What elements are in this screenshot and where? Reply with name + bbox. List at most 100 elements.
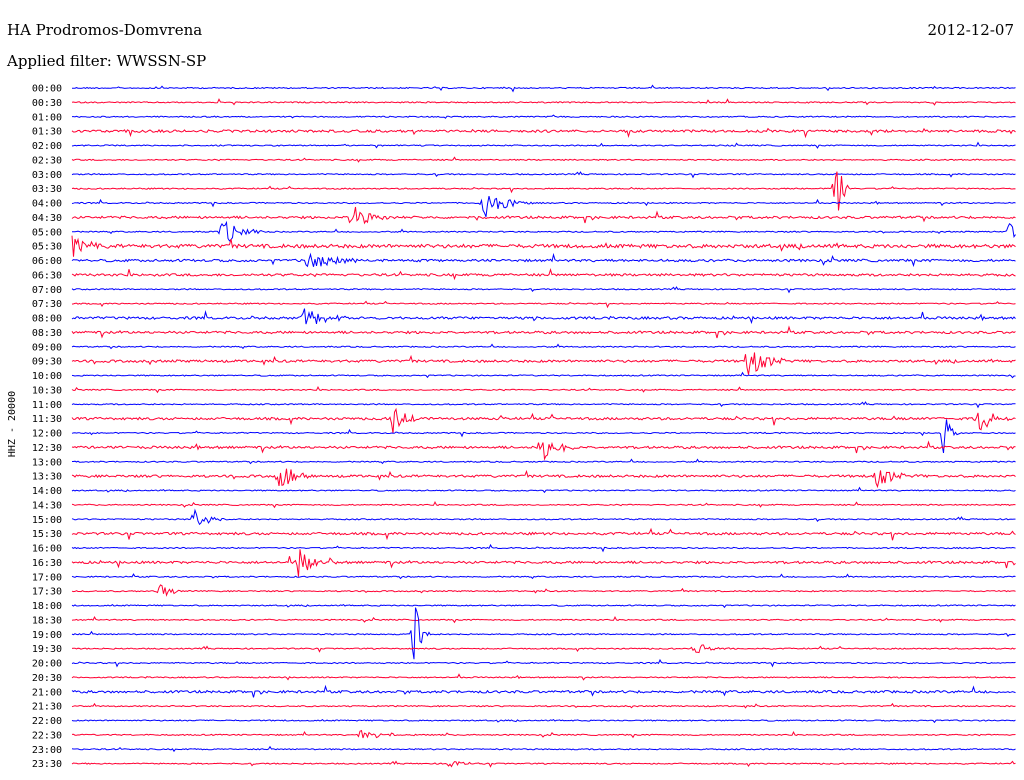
trace-line-0600 — [71, 252, 1016, 268]
time-tick-label: 14:30 — [32, 500, 62, 511]
time-tick-label: 04:30 — [32, 213, 62, 224]
time-tick-label: 22:30 — [32, 730, 62, 741]
trace-line-0630 — [71, 267, 1016, 281]
date-label: 2012-12-07 — [927, 21, 1014, 39]
trace-line-0930 — [71, 352, 1016, 375]
trace-line-1430 — [71, 500, 1016, 509]
time-tick-label: 08:00 — [32, 314, 62, 325]
filter-label: Applied filter: WWSSN-SP — [7, 52, 207, 70]
time-tick-label: 00:00 — [32, 84, 62, 95]
trace-line-0400 — [71, 195, 1016, 217]
time-tick-label: 10:30 — [32, 385, 62, 396]
trace-line-1300 — [72, 458, 1016, 465]
trace-line-0530 — [71, 235, 1016, 257]
trace-line-2230 — [71, 729, 1016, 739]
time-tick-label: 22:00 — [32, 716, 62, 727]
time-tick-label: 03:30 — [32, 184, 62, 195]
time-tick-label: 18:30 — [32, 615, 62, 626]
trace-line-1400 — [71, 486, 1016, 494]
trace-line-0830 — [71, 325, 1016, 339]
trace-line-1030 — [71, 385, 1016, 394]
time-tick-label: 09:00 — [32, 342, 62, 353]
trace-line-1900 — [71, 607, 1016, 660]
time-tick-label: 00:30 — [32, 98, 62, 109]
time-tick-label: 15:00 — [32, 515, 62, 526]
trace-line-1800 — [71, 603, 1016, 609]
time-tick-label: 13:00 — [32, 457, 62, 468]
trace-line-2030 — [71, 673, 1016, 681]
trace-line-2200 — [71, 718, 1016, 724]
trace-line-1130 — [71, 407, 1016, 434]
trace-line-1000 — [71, 371, 1016, 379]
time-tick-label: 12:30 — [32, 443, 62, 454]
trace-line-2300 — [71, 745, 1016, 753]
time-tick-label: 09:30 — [32, 357, 62, 368]
trace-line-0030 — [71, 98, 1016, 106]
time-tick-label: 23:00 — [32, 745, 62, 756]
time-tick-label: 11:30 — [32, 414, 62, 425]
trace-line-0230 — [71, 156, 1016, 163]
channel-label: HHZ - 20000 — [7, 391, 18, 457]
time-tick-label: 14:00 — [32, 486, 62, 497]
time-tick-label: 18:00 — [32, 601, 62, 612]
trace-line-2000 — [71, 658, 1016, 668]
trace-line-1730 — [71, 584, 1016, 597]
time-tick-label: 17:30 — [32, 587, 62, 598]
time-tick-label: 06:30 — [32, 270, 62, 281]
time-tick-label: 16:30 — [32, 558, 62, 569]
trace-line-0200 — [71, 141, 1016, 149]
trace-line-0100 — [72, 114, 1016, 119]
time-tick-label: 19:30 — [32, 644, 62, 655]
trace-group — [71, 84, 1016, 768]
time-tick-label: 19:00 — [32, 630, 62, 641]
time-tick-label: 01:30 — [32, 127, 62, 138]
trace-line-0900 — [71, 343, 1016, 350]
time-tick-label: 07:30 — [32, 299, 62, 310]
trace-line-0700 — [71, 286, 1016, 294]
time-tick-label: 02:30 — [32, 155, 62, 166]
time-tick-label: 10:00 — [32, 371, 62, 382]
trace-line-0430 — [71, 206, 1016, 225]
trace-line-1700 — [71, 573, 1016, 580]
trace-line-1630 — [71, 549, 1016, 577]
time-tick-label: 13:30 — [32, 472, 62, 483]
time-tick-label: 03:00 — [32, 170, 62, 181]
time-label-group: 00:00 00:30 01:00 01:30 02:00 02:30 03:00 03:30… — [32, 84, 62, 771]
trace-line-1200 — [71, 419, 1016, 453]
time-tick-label: 02:00 — [32, 141, 62, 152]
trace-line-1600 — [71, 543, 1016, 553]
time-tick-label: 05:30 — [32, 242, 62, 253]
trace-line-0000 — [72, 84, 1016, 93]
trace-line-1230 — [71, 440, 1016, 461]
trace-line-1330 — [71, 468, 1016, 489]
time-tick-label: 06:00 — [32, 256, 62, 267]
time-tick-label: 12:00 — [32, 429, 62, 440]
trace-line-2100 — [71, 684, 1016, 698]
trace-line-0730 — [71, 300, 1016, 309]
time-tick-label: 16:00 — [32, 544, 62, 555]
trace-line-0300 — [71, 171, 1016, 179]
time-tick-label: 15:30 — [32, 529, 62, 540]
time-tick-label: 01:00 — [32, 112, 62, 123]
trace-line-0330 — [71, 171, 1016, 211]
trace-line-1500 — [71, 508, 1016, 526]
time-tick-label: 05:00 — [32, 227, 62, 238]
trace-line-1100 — [71, 401, 1016, 409]
trace-line-2330 — [71, 760, 1016, 768]
trace-line-0130 — [71, 127, 1016, 139]
time-tick-label: 20:30 — [32, 673, 62, 684]
trace-line-0800 — [71, 308, 1016, 325]
time-tick-label: 07:00 — [32, 285, 62, 296]
time-tick-label: 21:30 — [32, 702, 62, 713]
time-tick-label: 08:30 — [32, 328, 62, 339]
time-tick-label: 20:00 — [32, 659, 62, 670]
time-tick-label: 17:00 — [32, 572, 62, 583]
trace-line-1830 — [71, 615, 1016, 624]
trace-line-1530 — [71, 527, 1016, 541]
time-tick-label: 11:00 — [32, 400, 62, 411]
time-tick-label: 21:00 — [32, 687, 62, 698]
trace-line-0500 — [72, 220, 1016, 242]
time-tick-label: 04:00 — [32, 199, 62, 210]
trace-line-1930 — [71, 644, 1016, 654]
